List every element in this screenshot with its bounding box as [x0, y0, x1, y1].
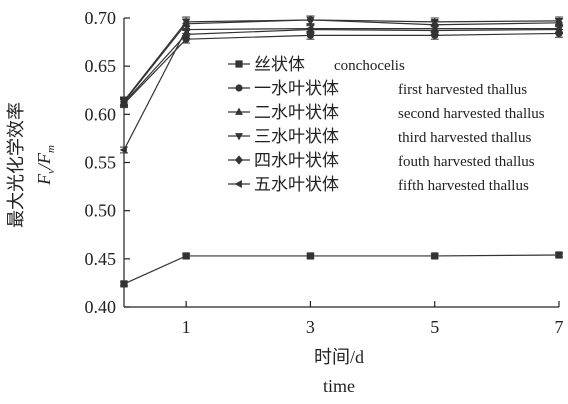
legend: 丝状体 conchocelis 一水叶状体 first harvested thall…: [228, 55, 545, 194]
y-label-slash: /: [34, 162, 54, 170]
x-axis-label-en: time: [323, 376, 355, 396]
legend-label-cn: 一水叶状体: [254, 79, 339, 98]
marker-triangle-left: [181, 25, 190, 34]
marker-square: [306, 252, 315, 260]
series-6: [119, 24, 563, 154]
legend-label-cn: 五水叶状体: [254, 175, 339, 194]
marker-circle: [431, 31, 439, 39]
y-tick-label: 0.70: [85, 8, 117, 28]
legend-label-en: fouth harvested thallus: [398, 154, 535, 170]
legend-label-cn: 四水叶状体: [254, 151, 339, 170]
y-axis-label-symbol: Fv/Fm: [34, 145, 57, 186]
marker-triangle-left: [554, 24, 562, 33]
marker-circle: [182, 35, 190, 43]
y-tick-label: 0.55: [85, 153, 117, 173]
marker-diamond: [235, 155, 243, 165]
legend-item-2: 一水叶状体 first harvested thallus: [228, 79, 527, 98]
y-label-m: m: [45, 145, 57, 153]
legend-label-en: fifth harvested thallus: [398, 178, 529, 194]
legend-label-en: second harvested thallus: [398, 106, 545, 122]
marker-triangle-up: [235, 107, 243, 115]
x-tick-label: 3: [306, 317, 315, 337]
legend-label-cn: 三水叶状体: [254, 127, 339, 146]
legend-item-3: 二水叶状体 second harvested thallus: [228, 103, 545, 122]
marker-square: [182, 252, 190, 260]
x-axis-label-cn: 时间/d: [314, 347, 364, 367]
marker-square: [555, 251, 563, 259]
marker-triangle-left: [234, 180, 242, 188]
marker-circle: [235, 84, 243, 92]
marker-diamond: [306, 15, 315, 25]
marker-square: [120, 280, 128, 288]
marker-square: [235, 60, 243, 68]
x-tick-label: 1: [182, 317, 191, 337]
series-1: [120, 251, 563, 288]
x-tick-label: 7: [555, 317, 564, 337]
marker-diamond: [120, 97, 128, 107]
legend-label-cn: 丝状体: [254, 55, 305, 74]
marker-triangle-left: [430, 24, 438, 33]
marker-triangle-left: [119, 146, 127, 154]
y-axis-label-cn: 最大光化学效率: [6, 102, 26, 228]
series-layer: [119, 15, 563, 288]
y-tick-label: 0.40: [85, 297, 117, 317]
legend-item-5: 四水叶状体 fouth harvested thallus: [228, 151, 535, 170]
legend-label-cn: 二水叶状体: [254, 103, 339, 122]
marker-triangle-down: [235, 133, 243, 141]
y-label-F: F: [34, 173, 54, 186]
series-5: [120, 15, 563, 107]
legend-item-1: 丝状体 conchocelis: [228, 55, 405, 74]
y-tick-label: 0.65: [85, 56, 117, 76]
x-tick-label: 5: [430, 317, 439, 337]
y-tick-label: 0.45: [85, 249, 117, 269]
marker-square: [431, 252, 439, 260]
legend-item-4: 三水叶状体 third harvested thallus: [228, 127, 531, 146]
y-tick-label: 0.50: [85, 201, 117, 221]
legend-label-en: first harvested thallus: [398, 82, 527, 98]
marker-triangle-left: [306, 24, 314, 33]
legend-item-6: 五水叶状体 fifth harvested thallus: [228, 175, 529, 194]
legend-label-en: third harvested thallus: [398, 130, 531, 146]
y-tick-label: 0.60: [85, 104, 117, 124]
y-label-F2: F: [34, 152, 54, 165]
legend-label-en: conchocelis: [334, 58, 405, 74]
y-label-v: v: [45, 169, 57, 174]
axes: 0.40 0.45 0.50 0.55 0.60 0.65 0.70 1 3 5 7: [85, 8, 564, 337]
